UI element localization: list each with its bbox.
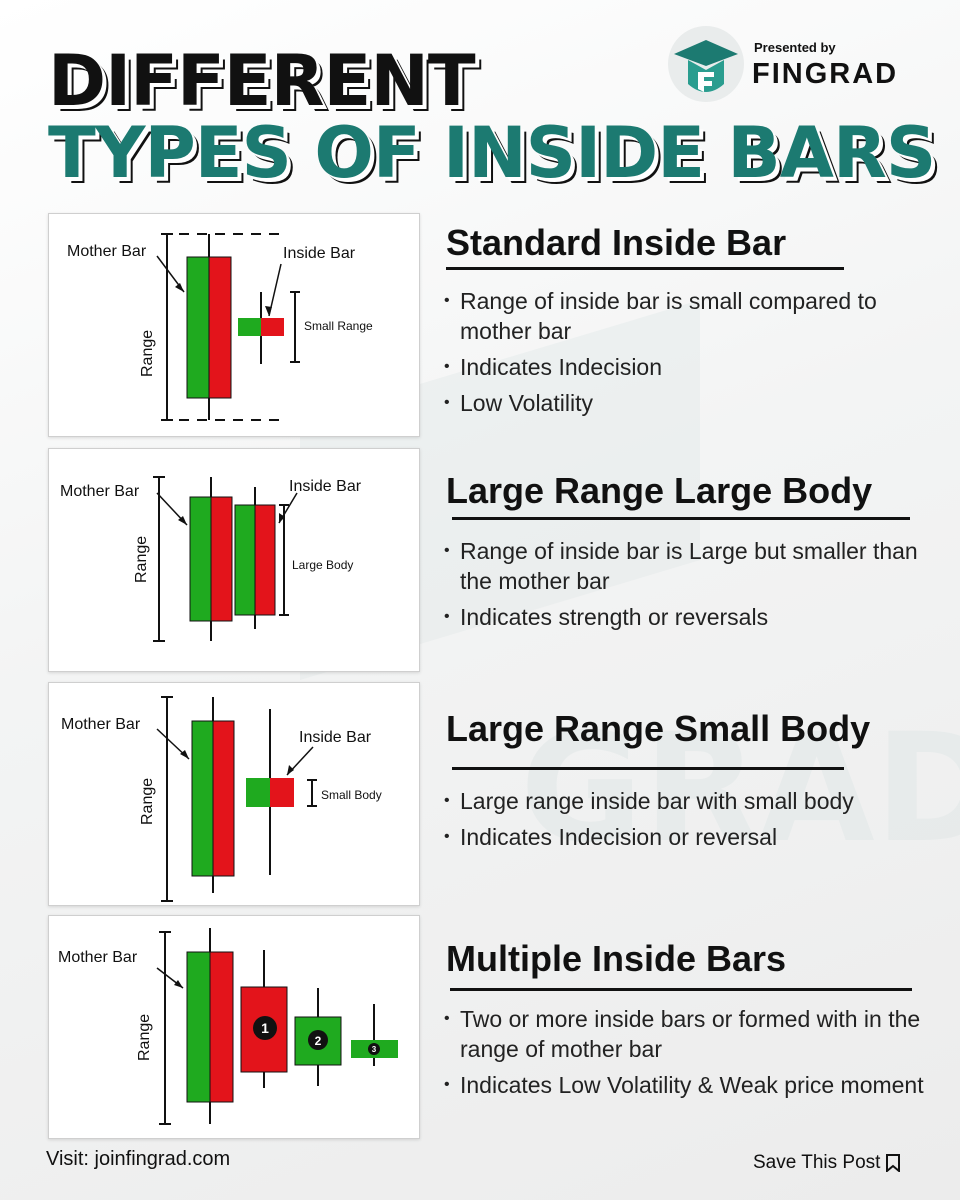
title-line-1: DIFFERENT <box>48 40 476 122</box>
bullet-list-large-range-large-body: Range of inside bar is Large but smaller… <box>444 536 944 638</box>
range-label: Range <box>139 778 156 825</box>
title-line-2: TYPES OF INSIDE BARS <box>48 112 936 194</box>
brand-circle <box>668 26 744 102</box>
bullet-item: Two or more inside bars or formed with i… <box>444 1004 944 1064</box>
fingrad-logo-icon <box>674 40 738 92</box>
section-title-standard: Standard Inside Bar <box>446 222 787 263</box>
mother-bar-label: Mother Bar <box>67 243 147 260</box>
brand-logo: Presented by FINGRAD <box>668 26 928 106</box>
bullet-item: Indicates Indecision or reversal <box>444 822 944 852</box>
diagram-panel-large-range-small-body: Mother Bar Inside Bar Small Body Range <box>48 682 420 906</box>
bullet-item: Indicates strength or reversals <box>444 602 944 632</box>
number-1-label: 1 <box>261 1020 269 1036</box>
presented-by-label: Presented by <box>754 40 836 55</box>
diagram-panel-standard: Mother Bar Inside Bar Small Range Range <box>48 213 420 437</box>
save-post-button[interactable]: Save This Post <box>753 1152 901 1174</box>
diagram-panel-multiple-inside-bars: 1 2 3 Mother Bar Range <box>48 915 420 1139</box>
bullet-list-standard: Range of inside bar is small compared to… <box>444 286 944 424</box>
range-label: Range <box>139 330 156 377</box>
mother-bar-label: Mother Bar <box>58 949 138 966</box>
inside-bar-label: Inside Bar <box>299 729 372 746</box>
annotation-label: Small Body <box>321 788 382 802</box>
section-title-large-range-small-body: Large Range Small Body <box>446 708 871 749</box>
bullet-list-large-range-small-body: Large range inside bar with small body I… <box>444 786 944 858</box>
mother-bar-label: Mother Bar <box>60 483 140 500</box>
bullet-item: Range of inside bar is small compared to… <box>444 286 944 346</box>
save-post-label: Save This Post <box>753 1152 881 1173</box>
large-range-large-body-diagram: Mother Bar Inside Bar Large Body Range <box>60 476 362 642</box>
bookmark-icon <box>886 1154 901 1172</box>
section-underline <box>452 767 844 770</box>
section-underline <box>450 988 912 991</box>
multiple-inside-bars-diagram: 1 2 3 Mother Bar Range <box>58 928 398 1125</box>
range-label: Range <box>136 1014 153 1061</box>
diagram-panel-large-range-large-body: Mother Bar Inside Bar Large Body Range <box>48 448 420 672</box>
inside-bar-label: Inside Bar <box>289 478 362 495</box>
bullet-item: Large range inside bar with small body <box>444 786 944 816</box>
bullet-item: Indicates Low Volatility & Weak price mo… <box>444 1070 944 1100</box>
section-underline <box>446 267 844 270</box>
range-label: Range <box>133 536 150 583</box>
number-2-label: 2 <box>315 1034 322 1048</box>
inside-bar-label: Inside Bar <box>283 245 356 262</box>
annotation-label: Large Body <box>292 558 353 572</box>
brand-name: FINGRAD <box>752 58 899 90</box>
section-underline <box>452 517 910 520</box>
bullet-list-multiple-inside-bars: Two or more inside bars or formed with i… <box>444 1004 944 1106</box>
bullet-item: Low Volatility <box>444 388 944 418</box>
number-3-label: 3 <box>372 1045 377 1054</box>
large-range-small-body-diagram: Mother Bar Inside Bar Small Body Range <box>61 696 382 902</box>
bullet-item: Indicates Indecision <box>444 352 944 382</box>
section-title-large-range-large-body: Large Range Large Body <box>446 470 873 511</box>
bullet-item: Range of inside bar is Large but smaller… <box>444 536 944 596</box>
website-link[interactable]: Visit: joinfingrad.com <box>46 1148 231 1170</box>
standard-inside-bar-diagram: Mother Bar Inside Bar Small Range Range <box>67 233 373 421</box>
section-title-multiple-inside-bars: Multiple Inside Bars <box>446 938 787 979</box>
mother-bar-label: Mother Bar <box>61 716 141 733</box>
annotation-label: Small Range <box>304 319 373 333</box>
